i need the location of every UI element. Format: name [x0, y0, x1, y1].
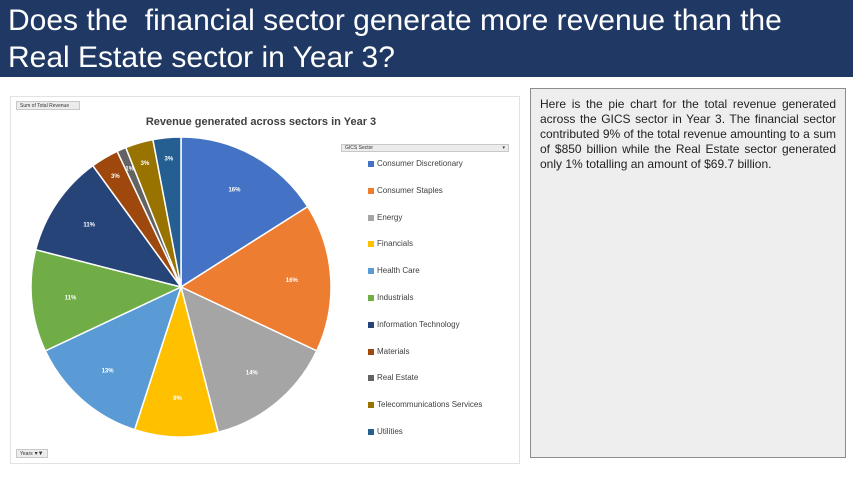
filter-icon[interactable]: ▾▼ — [34, 451, 44, 457]
pie-slice-energy[interactable] — [179, 285, 318, 434]
legend-swatch — [368, 402, 374, 409]
pie-slice-consumer-staples[interactable] — [179, 205, 332, 352]
legend-swatch — [368, 295, 374, 301]
data-label-financials: 9% — [173, 396, 182, 402]
legend-swatch — [368, 375, 374, 382]
axis-field-label: Years — [20, 451, 33, 457]
legend-item[interactable]: Materials — [368, 346, 518, 358]
legend-label: Consumer Staples — [377, 185, 443, 195]
legend-swatch — [368, 348, 374, 355]
dropdown-arrow-icon[interactable]: ▾ — [502, 145, 505, 151]
legend-swatch — [368, 268, 374, 275]
legend-field-button[interactable]: GICS Sector ▾ — [341, 144, 509, 152]
pie-slice-financials[interactable] — [133, 284, 220, 438]
chart-title: Revenue generated across sectors in Year… — [145, 116, 377, 128]
legend-item[interactable]: Consumer Staples — [368, 185, 518, 197]
pie-slice-health-care[interactable] — [44, 285, 183, 431]
legend-swatch — [368, 429, 374, 435]
legend-label: Consumer Discretionary — [377, 159, 463, 168]
value-field-button[interactable]: Sum of Total Revenue — [16, 101, 80, 110]
data-label-industrials: 11% — [65, 295, 77, 301]
data-label-telecommunications-services: 3% — [141, 161, 150, 167]
pivot-chart[interactable]: Sum of Total Revenue Revenue generated a… — [10, 96, 520, 464]
axis-field-button[interactable]: Years ▾▼ — [16, 449, 48, 458]
data-label-consumer-discretionary: 16% — [228, 188, 241, 194]
legend-item[interactable]: Information Technology — [368, 319, 518, 331]
legend-swatch — [368, 214, 374, 221]
legend-swatch — [368, 321, 374, 328]
legend-field-label: GICS Sector — [345, 145, 374, 151]
data-label-information-technology: 11% — [83, 223, 95, 229]
pie-slice-consumer-discretionary[interactable] — [180, 136, 309, 289]
legend-label: Utilities — [377, 427, 403, 436]
explanation-box: Here is the pie chart for the total reve… — [530, 88, 846, 458]
pie-slice-industrials[interactable] — [30, 248, 184, 352]
legend-item[interactable]: Health Care — [368, 265, 518, 277]
data-label-energy: 14% — [246, 371, 259, 377]
data-label-health-care: 13% — [102, 368, 115, 374]
legend-item[interactable]: Industrials — [368, 292, 518, 304]
legend-label: Financials — [377, 239, 414, 249]
pie-slice-utilities[interactable] — [152, 136, 182, 288]
legend-item[interactable]: Real Estate — [368, 372, 518, 384]
legend-label: Telecommunications Services — [377, 400, 483, 410]
legend-label: Industrials — [377, 293, 414, 302]
legend-item[interactable]: Consumer Discretionary — [368, 158, 518, 170]
legend-item[interactable]: Financials — [368, 238, 518, 250]
legend-label: Health Care — [377, 266, 420, 276]
data-label-utilities: 3% — [165, 157, 174, 163]
data-label-consumer-staples: 16% — [286, 278, 299, 284]
legend-item[interactable]: Telecommunications Services — [368, 399, 518, 411]
legend-label: Materials — [377, 346, 410, 356]
data-label-materials: 3% — [111, 174, 120, 180]
legend-swatch — [368, 187, 374, 194]
legend-item[interactable]: Energy — [368, 212, 518, 224]
legend-swatch — [368, 241, 374, 248]
legend-item[interactable]: Utilities — [368, 426, 518, 438]
pie-slice-information-technology[interactable] — [34, 164, 183, 289]
data-label-real-estate: 1% — [125, 167, 134, 173]
legend-label: Real Estate — [377, 373, 419, 383]
explanation-text: Here is the pie chart for the total reve… — [540, 97, 836, 171]
page-title: Does the financial sector generate more … — [8, 4, 791, 74]
header-banner: Does the financial sector generate more … — [0, 0, 853, 77]
pie-chart: 16% 16% 14% 9% 13% 11% 11% 3% 1% 3% 3% — [30, 136, 332, 438]
legend-label: Information Technology — [377, 319, 460, 329]
legend-swatch — [368, 161, 374, 167]
legend-label: Energy — [377, 212, 403, 222]
